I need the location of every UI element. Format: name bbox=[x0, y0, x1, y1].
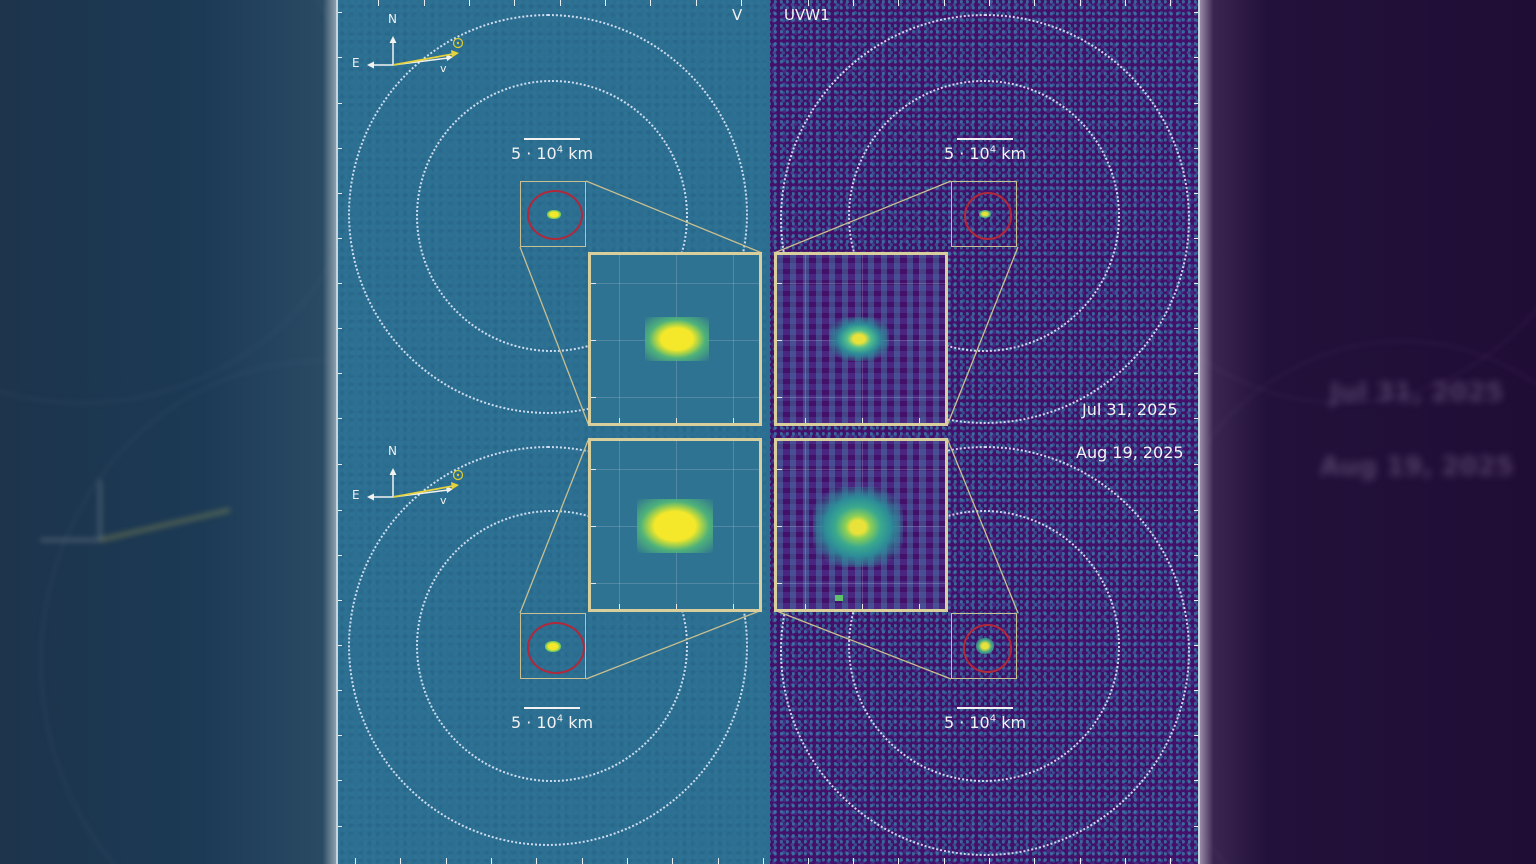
scale-bar-line bbox=[524, 138, 580, 140]
panel-uvw1-filter bbox=[768, 0, 1200, 864]
comet-coma bbox=[813, 487, 903, 567]
blurred-background-right: Jul 31, 2025 Aug 19, 2025 bbox=[1200, 0, 1536, 864]
aperture-contour bbox=[527, 622, 585, 674]
left-axis-ticks bbox=[336, 0, 342, 864]
comet-coma bbox=[637, 499, 713, 553]
compass-north-label: N bbox=[388, 12, 397, 26]
blurred-date-bottom: Aug 19, 2025 bbox=[1320, 452, 1514, 482]
pixel-artifact bbox=[835, 595, 843, 601]
blurred-compass-icon bbox=[40, 480, 230, 542]
right-axis-ticks bbox=[1194, 0, 1200, 864]
comet-nucleus bbox=[547, 210, 561, 219]
blurred-date-top: Jul 31, 2025 bbox=[1330, 378, 1504, 408]
comet-nucleus bbox=[979, 210, 991, 218]
aperture-contour bbox=[963, 624, 1012, 673]
panel-divider bbox=[766, 0, 770, 864]
blurred-ring bbox=[0, 0, 336, 404]
blurred-ring bbox=[1200, 340, 1536, 864]
figure-right-edge bbox=[1198, 0, 1200, 864]
blurred-background-left bbox=[0, 0, 336, 864]
small-inset-uvw1-top bbox=[951, 181, 1017, 247]
small-inset-v-top bbox=[520, 181, 586, 247]
scale-bar-v-top: 5 · 104 km bbox=[497, 138, 607, 163]
scale-bar-uvw1-top: 5 · 104 km bbox=[930, 138, 1040, 163]
scale-bar-v-bottom: 5 · 104 km bbox=[497, 707, 607, 732]
compass-velocity-label: v bbox=[440, 494, 447, 507]
filter-label-v: V bbox=[732, 6, 743, 24]
scale-bar-line bbox=[957, 707, 1013, 709]
date-label-top: Jul 31, 2025 bbox=[1082, 400, 1178, 419]
blurred-ring bbox=[40, 360, 336, 864]
filter-label-uvw1: UVW1 bbox=[784, 6, 830, 24]
panel-v-filter bbox=[336, 0, 768, 864]
compass-east-label: E bbox=[352, 56, 360, 70]
compass-arrows-icon bbox=[367, 36, 464, 69]
aperture-contour bbox=[527, 190, 583, 240]
compass-north-label: N bbox=[388, 444, 397, 458]
comet-image-figure: V UVW1 Jul 31, 2025 Aug 19, 2025 5 · 104… bbox=[336, 0, 1200, 864]
date-label-bottom: Aug 19, 2025 bbox=[1076, 443, 1184, 462]
compass-bottom: N E v bbox=[350, 440, 464, 510]
comet-coma bbox=[829, 317, 889, 361]
compass-top: N E v bbox=[350, 8, 464, 78]
aperture-contour bbox=[964, 192, 1012, 240]
zoom-inset-v-bottom bbox=[588, 438, 762, 612]
zoom-inset-uvw1-top bbox=[774, 252, 948, 426]
small-inset-uvw1-bottom bbox=[951, 613, 1017, 679]
scale-bar-line bbox=[957, 138, 1013, 140]
comet-nucleus bbox=[545, 641, 561, 652]
figure-left-edge bbox=[336, 0, 338, 864]
compass-velocity-label: v bbox=[440, 62, 447, 75]
compass-east-label: E bbox=[352, 488, 360, 502]
compass-arrows-icon bbox=[367, 468, 464, 501]
zoom-inset-uvw1-bottom bbox=[774, 438, 948, 612]
scale-bar-line bbox=[524, 707, 580, 709]
scale-bar-uvw1-bottom: 5 · 104 km bbox=[930, 707, 1040, 732]
zoom-inset-v-top bbox=[588, 252, 762, 426]
comet-coma bbox=[645, 317, 709, 361]
small-inset-v-bottom bbox=[520, 613, 586, 679]
comet-nucleus bbox=[976, 638, 994, 654]
